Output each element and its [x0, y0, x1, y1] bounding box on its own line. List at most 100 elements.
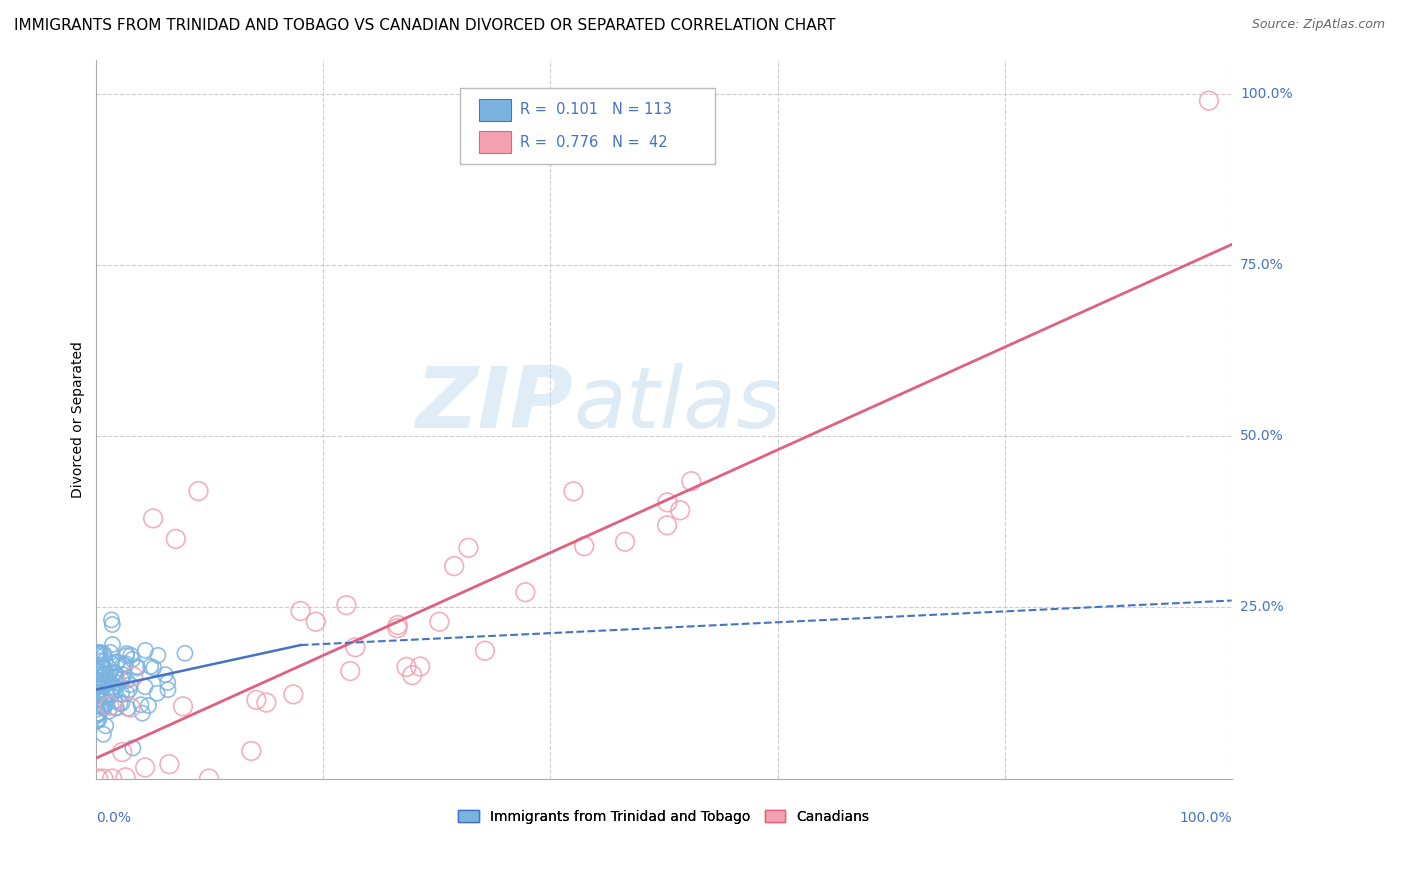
- Point: [120, 678, 142, 692]
- Point: [112, 657, 135, 672]
- Text: R =  0.776   N =  42: R = 0.776 N = 42: [520, 135, 668, 150]
- Point: [93, 648, 115, 663]
- Point: [114, 770, 136, 784]
- Point: [90, 682, 112, 697]
- Point: [157, 757, 180, 772]
- Point: [100, 613, 122, 627]
- Point: [89, 658, 111, 673]
- Point: [93, 700, 115, 714]
- Point: [156, 675, 179, 690]
- Point: [98, 698, 121, 713]
- Point: [104, 700, 127, 714]
- Point: [104, 665, 127, 680]
- Point: [142, 511, 165, 525]
- Point: [105, 655, 128, 669]
- Point: [240, 744, 263, 758]
- Point: [98, 665, 121, 680]
- Point: [112, 672, 135, 686]
- Point: [114, 659, 136, 673]
- Point: [89, 687, 111, 701]
- Point: [87, 706, 110, 721]
- Point: [100, 682, 122, 697]
- Point: [86, 713, 108, 727]
- Point: [165, 532, 187, 546]
- Point: [443, 559, 465, 574]
- Point: [107, 676, 129, 690]
- Point: [89, 691, 111, 706]
- Point: [125, 659, 148, 673]
- Point: [93, 678, 115, 692]
- Point: [86, 706, 108, 721]
- Point: [90, 671, 112, 685]
- Text: 100.0%: 100.0%: [1180, 811, 1232, 825]
- Point: [91, 661, 114, 675]
- Point: [87, 693, 110, 707]
- Point: [429, 615, 451, 629]
- Point: [254, 696, 277, 710]
- Point: [409, 659, 432, 673]
- Point: [681, 474, 703, 488]
- Point: [142, 661, 165, 675]
- Point: [115, 673, 138, 688]
- Text: 0.0%: 0.0%: [97, 811, 131, 825]
- Text: ZIP: ZIP: [416, 363, 574, 446]
- Point: [515, 585, 537, 599]
- Point: [89, 689, 111, 703]
- Point: [335, 598, 357, 612]
- Point: [104, 671, 127, 685]
- Point: [115, 648, 138, 663]
- Point: [121, 652, 143, 666]
- Point: [146, 686, 169, 700]
- Point: [100, 657, 122, 671]
- Point: [100, 689, 122, 703]
- Point: [156, 682, 179, 697]
- Legend: Immigrants from Trinidad and Tobago, Canadians: Immigrants from Trinidad and Tobago, Can…: [453, 804, 875, 830]
- Point: [90, 654, 112, 668]
- Point: [245, 693, 267, 707]
- Point: [138, 698, 160, 713]
- Point: [97, 660, 120, 674]
- Point: [86, 665, 108, 679]
- Point: [108, 697, 131, 711]
- Point: [93, 772, 115, 786]
- Point: [115, 686, 138, 700]
- Point: [97, 704, 120, 718]
- Point: [103, 684, 125, 698]
- Point: [87, 687, 110, 701]
- Point: [283, 687, 305, 701]
- Point: [669, 503, 692, 517]
- Point: [110, 673, 132, 687]
- Point: [91, 646, 114, 660]
- Point: [114, 657, 136, 671]
- Point: [387, 618, 409, 632]
- Point: [87, 772, 110, 786]
- Point: [96, 687, 118, 701]
- Point: [93, 660, 115, 674]
- Point: [134, 760, 156, 774]
- Point: [89, 686, 111, 700]
- Point: [111, 745, 134, 759]
- Point: [87, 708, 110, 723]
- Point: [131, 706, 153, 721]
- Point: [86, 689, 108, 703]
- Point: [344, 640, 367, 655]
- Text: R =  0.101   N = 113: R = 0.101 N = 113: [520, 103, 672, 118]
- Text: 100.0%: 100.0%: [1240, 87, 1292, 101]
- Point: [87, 714, 110, 728]
- Point: [89, 646, 111, 660]
- Point: [89, 674, 111, 689]
- Point: [129, 698, 152, 712]
- Text: IMMIGRANTS FROM TRINIDAD AND TOBAGO VS CANADIAN DIVORCED OR SEPARATED CORRELATIO: IMMIGRANTS FROM TRINIDAD AND TOBAGO VS C…: [14, 18, 835, 33]
- Point: [90, 676, 112, 690]
- Point: [155, 667, 177, 681]
- Point: [104, 666, 127, 681]
- Point: [86, 686, 108, 700]
- Point: [657, 495, 679, 509]
- Point: [474, 644, 496, 658]
- Point: [339, 664, 361, 678]
- Point: [97, 676, 120, 690]
- Point: [655, 518, 678, 533]
- FancyBboxPatch shape: [479, 131, 510, 153]
- Point: [105, 701, 128, 715]
- Point: [86, 702, 108, 716]
